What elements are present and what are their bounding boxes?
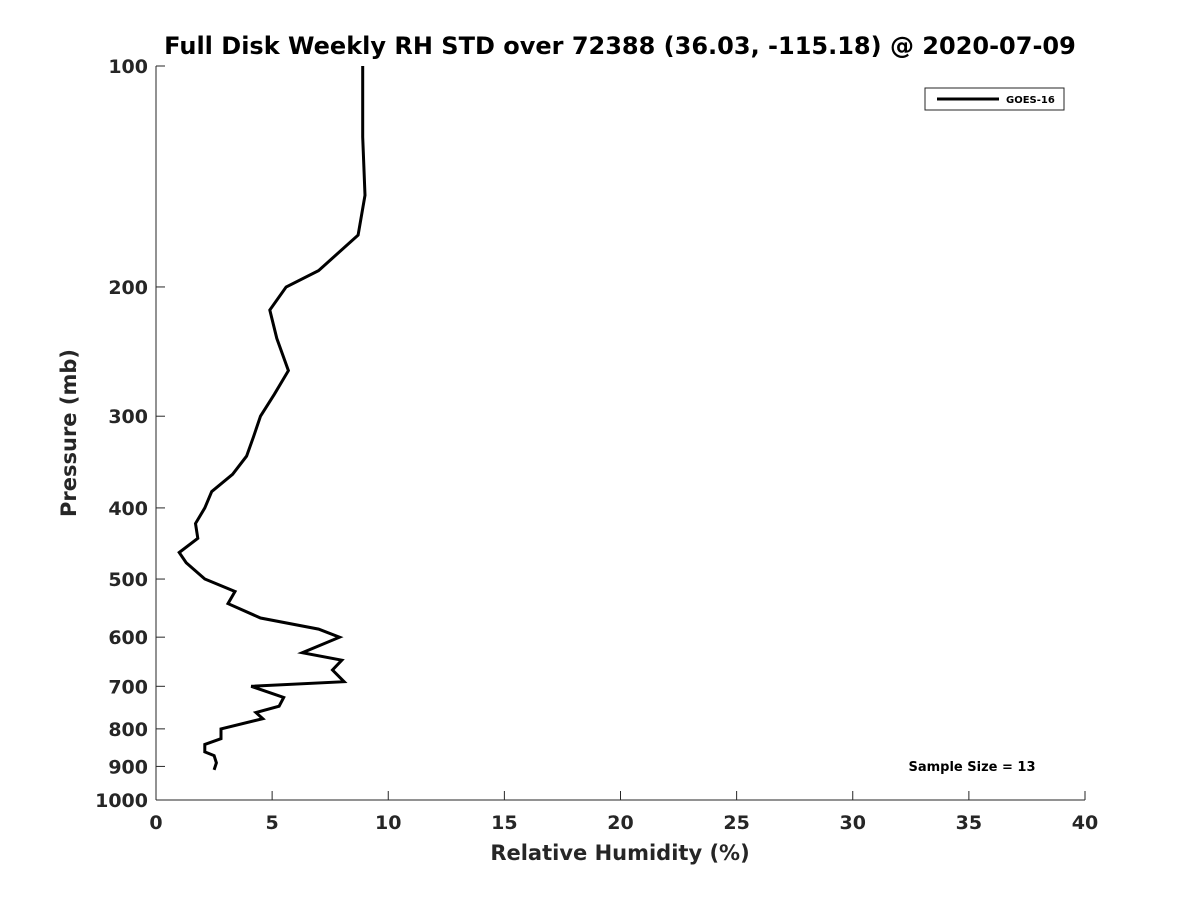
x-tick-label: 5	[266, 812, 279, 834]
y-tick-label: 500	[108, 569, 148, 591]
y-tick-label: 1000	[95, 790, 148, 812]
plot-area: 0 5 10 15 20 25 30 35 40 100 200 300 400 500 600 700 80…	[95, 56, 1098, 834]
series-layer	[177, 66, 367, 771]
legend: GOES-16	[924, 87, 1065, 111]
y-tick-label: 700	[108, 676, 148, 698]
chart-title: Full Disk Weekly RH STD over 72388 (36.0…	[164, 32, 1076, 60]
legend-label-goes-16: GOES-16	[1006, 95, 1055, 106]
x-tick-label: 35	[956, 812, 982, 834]
x-tick-label: 20	[607, 812, 633, 834]
y-tick-label: 300	[108, 406, 148, 428]
y-axis-label: Pressure (mb)	[57, 349, 81, 517]
y-tick-label: 600	[108, 627, 148, 649]
x-tick-label: 25	[723, 812, 749, 834]
x-tick-label: 30	[840, 812, 866, 834]
x-tick-label: 15	[491, 812, 517, 834]
y-tick-label: 100	[108, 56, 148, 78]
y-tick-label: 400	[108, 498, 148, 520]
y-ticks: 100 200 300 400 500 600 700 800 900 1000	[95, 56, 165, 812]
x-tick-label: 10	[375, 812, 401, 834]
x-tick-label: 40	[1072, 812, 1098, 834]
x-tick-label: 0	[149, 812, 162, 834]
series-line-goes-16	[177, 66, 367, 771]
x-axis-label: Relative Humidity (%)	[490, 841, 749, 865]
y-tick-label: 900	[108, 756, 148, 778]
y-tick-label: 800	[108, 719, 148, 741]
x-ticks: 0 5 10 15 20 25 30 35 40	[149, 791, 1098, 834]
y-tick-label: 200	[108, 277, 148, 299]
sample-size-annotation: Sample Size = 13	[908, 760, 1035, 775]
